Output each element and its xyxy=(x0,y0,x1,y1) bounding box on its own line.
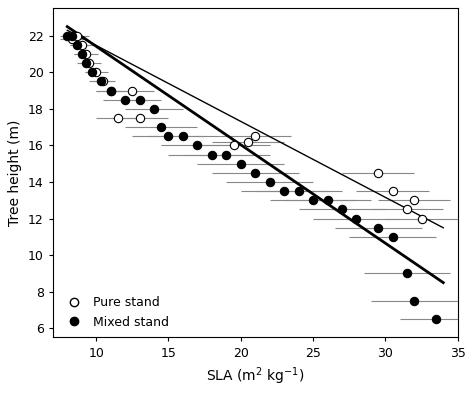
Pure stand xyxy=(100,78,107,85)
Mixed stand xyxy=(281,188,288,194)
Mixed stand xyxy=(193,142,201,149)
Pure stand xyxy=(389,188,396,194)
Pure stand xyxy=(68,36,75,43)
Mixed stand xyxy=(432,316,440,322)
Mixed stand xyxy=(107,87,114,94)
Pure stand xyxy=(403,206,411,213)
Pure stand xyxy=(114,115,122,121)
Mixed stand xyxy=(164,133,172,139)
Mixed stand xyxy=(97,78,104,85)
Mixed stand xyxy=(389,234,396,240)
Mixed stand xyxy=(121,97,129,103)
Pure stand xyxy=(92,69,100,75)
Mixed stand xyxy=(374,225,382,231)
Pure stand xyxy=(78,42,85,48)
Pure stand xyxy=(374,170,382,176)
Pure stand xyxy=(418,215,425,222)
Mixed stand xyxy=(403,270,411,276)
Pure stand xyxy=(107,87,114,94)
Mixed stand xyxy=(73,42,81,48)
Mixed stand xyxy=(82,60,90,66)
Mixed stand xyxy=(64,33,71,39)
Mixed stand xyxy=(78,51,85,57)
Pure stand xyxy=(73,33,81,39)
Pure stand xyxy=(128,87,136,94)
Mixed stand xyxy=(237,161,245,167)
Mixed stand xyxy=(136,97,143,103)
Pure stand xyxy=(82,51,90,57)
Mixed stand xyxy=(310,197,317,203)
Pure stand xyxy=(410,197,418,203)
Pure stand xyxy=(244,139,252,145)
Mixed stand xyxy=(179,133,187,139)
Pure stand xyxy=(230,142,237,149)
Pure stand xyxy=(136,115,143,121)
Mixed stand xyxy=(68,33,75,39)
Mixed stand xyxy=(410,298,418,304)
Mixed stand xyxy=(266,179,273,185)
Mixed stand xyxy=(295,188,302,194)
X-axis label: SLA (m$^2$ kg$^{-1}$): SLA (m$^2$ kg$^{-1}$) xyxy=(206,365,304,387)
Mixed stand xyxy=(88,69,96,75)
Pure stand xyxy=(252,133,259,139)
Mixed stand xyxy=(150,106,158,112)
Pure stand xyxy=(85,60,93,66)
Legend: Pure stand, Mixed stand: Pure stand, Mixed stand xyxy=(59,294,171,331)
Mixed stand xyxy=(157,124,165,130)
Mixed stand xyxy=(353,215,360,222)
Mixed stand xyxy=(252,170,259,176)
Mixed stand xyxy=(338,206,346,213)
Y-axis label: Tree height (m): Tree height (m) xyxy=(9,120,22,226)
Mixed stand xyxy=(324,197,331,203)
Mixed stand xyxy=(208,151,216,158)
Mixed stand xyxy=(223,151,230,158)
